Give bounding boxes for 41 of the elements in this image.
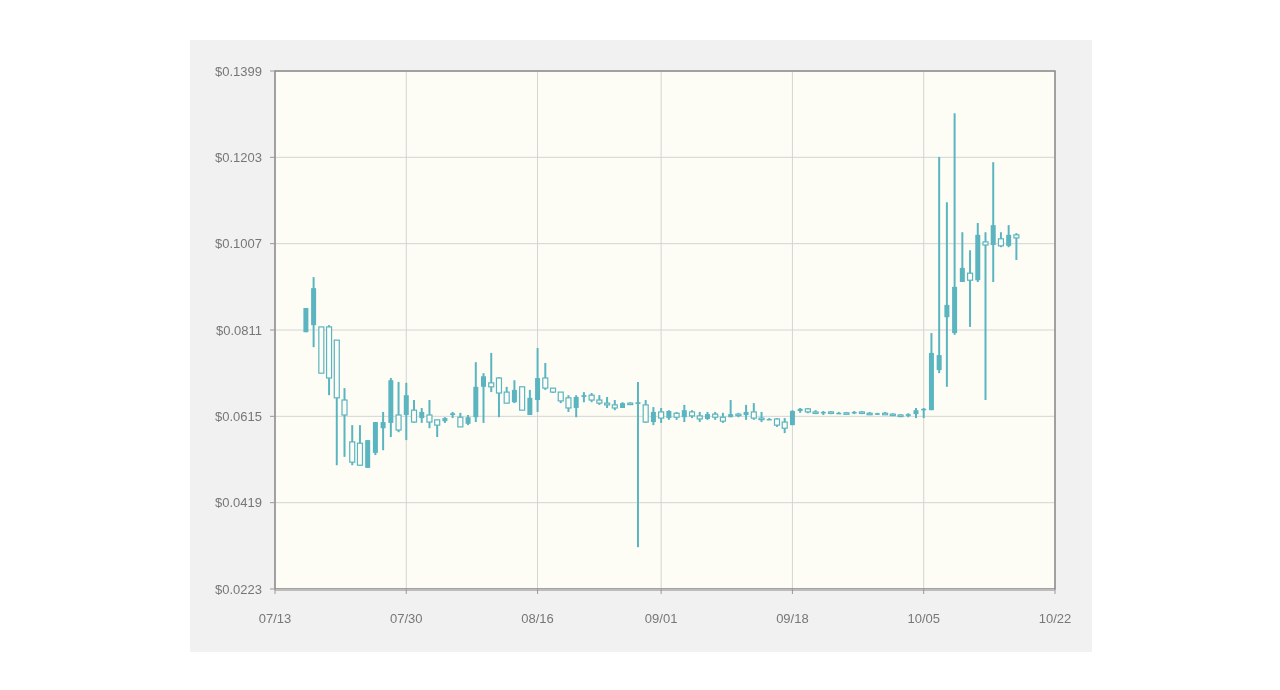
- candlestick: [395, 380, 402, 434]
- candlestick: [650, 406, 656, 427]
- y-tick-label: $0.1203: [215, 149, 262, 165]
- candlestick: [511, 379, 517, 405]
- y-tick-label: $0.0811: [215, 322, 262, 338]
- candlestick: [527, 388, 533, 417]
- candlestick: [349, 424, 356, 467]
- x-tick-label: 09/01: [644, 611, 678, 626]
- candlestick: [519, 386, 526, 411]
- x-tick-label: 07/30: [390, 611, 423, 626]
- x-tick-label: 09/18: [776, 611, 809, 626]
- candlestick: [1006, 224, 1012, 249]
- candlestick: [573, 394, 579, 419]
- candlestick: [635, 380, 641, 549]
- candlestick: [403, 381, 409, 442]
- candlestick: [990, 161, 996, 283]
- candlestick: [1013, 232, 1020, 261]
- candlestick: [356, 424, 364, 467]
- candlestick: [341, 387, 348, 458]
- candlestick: [380, 410, 386, 452]
- x-tick-label: 08/16: [521, 611, 554, 626]
- candlestick: [542, 362, 549, 391]
- candlestick: [488, 351, 495, 394]
- candlestick: [959, 231, 965, 283]
- candlestick: [410, 399, 418, 424]
- candlestick: [966, 249, 974, 328]
- y-tick-label: $0.1399: [215, 63, 262, 79]
- x-tick-label: 10/05: [907, 611, 940, 626]
- candlestick: [495, 376, 503, 419]
- candlestick: [944, 201, 950, 388]
- candlestick: [535, 347, 541, 413]
- candlestick: [481, 372, 487, 424]
- y-tick-label: $0.0419: [215, 495, 262, 511]
- x-tick-label: 10/22: [1038, 611, 1072, 626]
- y-tick-label: $0.0615: [215, 408, 262, 424]
- candlestick: [642, 399, 649, 424]
- y-tick-label: $0.1007: [215, 236, 262, 252]
- candlestick: [936, 155, 942, 375]
- candlestick: [982, 231, 989, 402]
- y-tick-label: $0.0223: [215, 581, 262, 597]
- x-tick-label: 07/13: [258, 611, 292, 626]
